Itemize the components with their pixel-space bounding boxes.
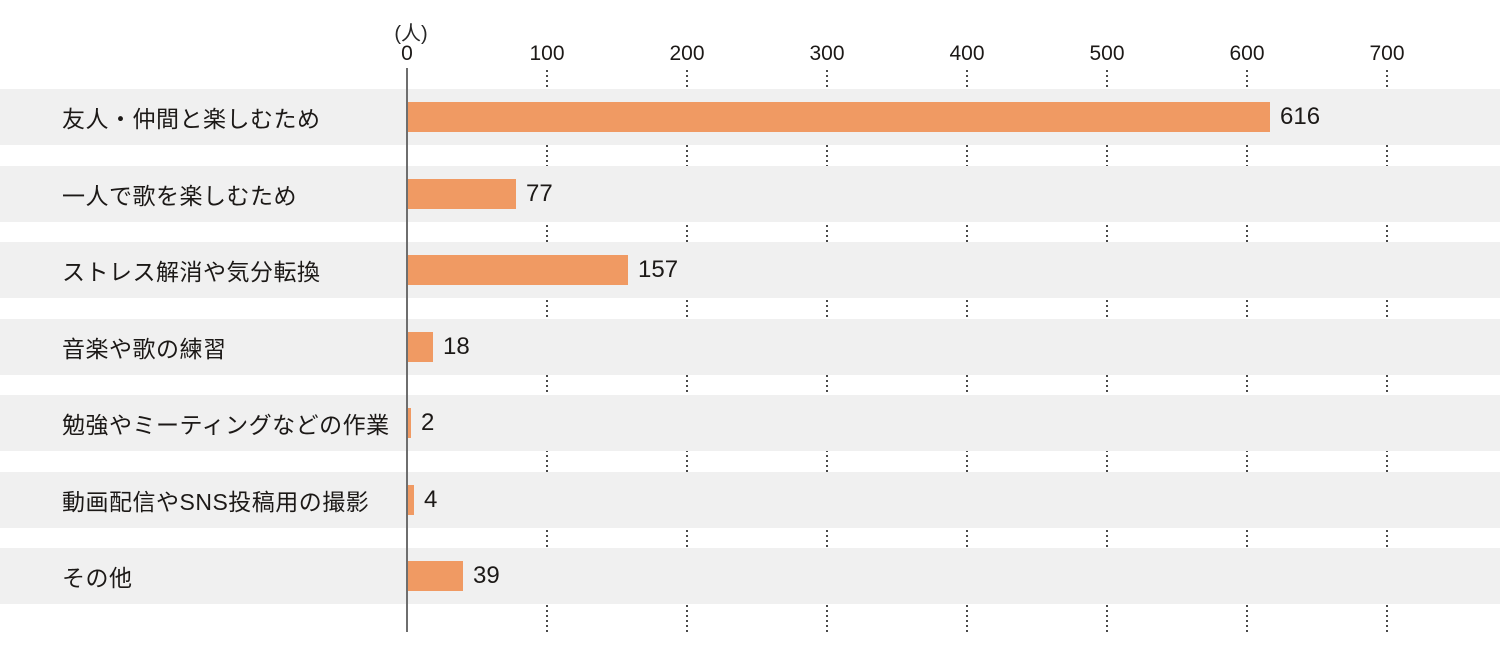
chart-row: 友人・仲間と楽しむため 616 [0, 89, 1500, 145]
category-label: 一人で歌を楽しむため [62, 183, 297, 209]
x-tick-label: 600 [1229, 42, 1265, 65]
value-label: 616 [1280, 103, 1321, 130]
x-tick-label: 400 [949, 42, 985, 65]
bar [408, 255, 628, 285]
bar [408, 485, 414, 515]
chart-row: 勉強やミーティングなどの作業 2 [0, 395, 1500, 451]
category-label: その他 [62, 565, 133, 591]
value-label: 4 [424, 486, 438, 513]
x-axis-unit-label: (人) [394, 23, 428, 45]
value-label: 18 [443, 333, 470, 360]
category-label: 音楽や歌の練習 [62, 336, 227, 362]
value-label: 39 [473, 562, 500, 589]
x-tick-label: 100 [529, 42, 565, 65]
x-tick-label: 500 [1089, 42, 1125, 65]
bar [408, 332, 433, 362]
chart-row: 一人で歌を楽しむため 77 [0, 166, 1500, 222]
category-label: ストレス解消や気分転換 [62, 259, 321, 285]
chart-row: 動画配信やSNS投稿用の撮影 4 [0, 472, 1500, 528]
value-label: 2 [421, 409, 435, 436]
bar [408, 102, 1270, 132]
category-label: 勉強やミーティングなどの作業 [62, 412, 390, 438]
category-label: 動画配信やSNS投稿用の撮影 [62, 489, 370, 515]
x-tick-label: 200 [669, 42, 705, 65]
category-label: 友人・仲間と楽しむため [62, 106, 321, 132]
bar [408, 408, 411, 438]
bar [408, 561, 463, 591]
chart-row: ストレス解消や気分転換 157 [0, 242, 1500, 298]
bar [408, 179, 516, 209]
x-tick-label: 0 [401, 42, 413, 65]
value-label: 157 [638, 256, 679, 283]
x-tick-label: 700 [1369, 42, 1405, 65]
chart-row: その他 39 [0, 548, 1500, 604]
x-tick-label: 300 [809, 42, 845, 65]
chart-row: 音楽や歌の練習 18 [0, 319, 1500, 375]
value-label: 77 [526, 180, 553, 207]
y-axis-baseline [406, 68, 408, 632]
